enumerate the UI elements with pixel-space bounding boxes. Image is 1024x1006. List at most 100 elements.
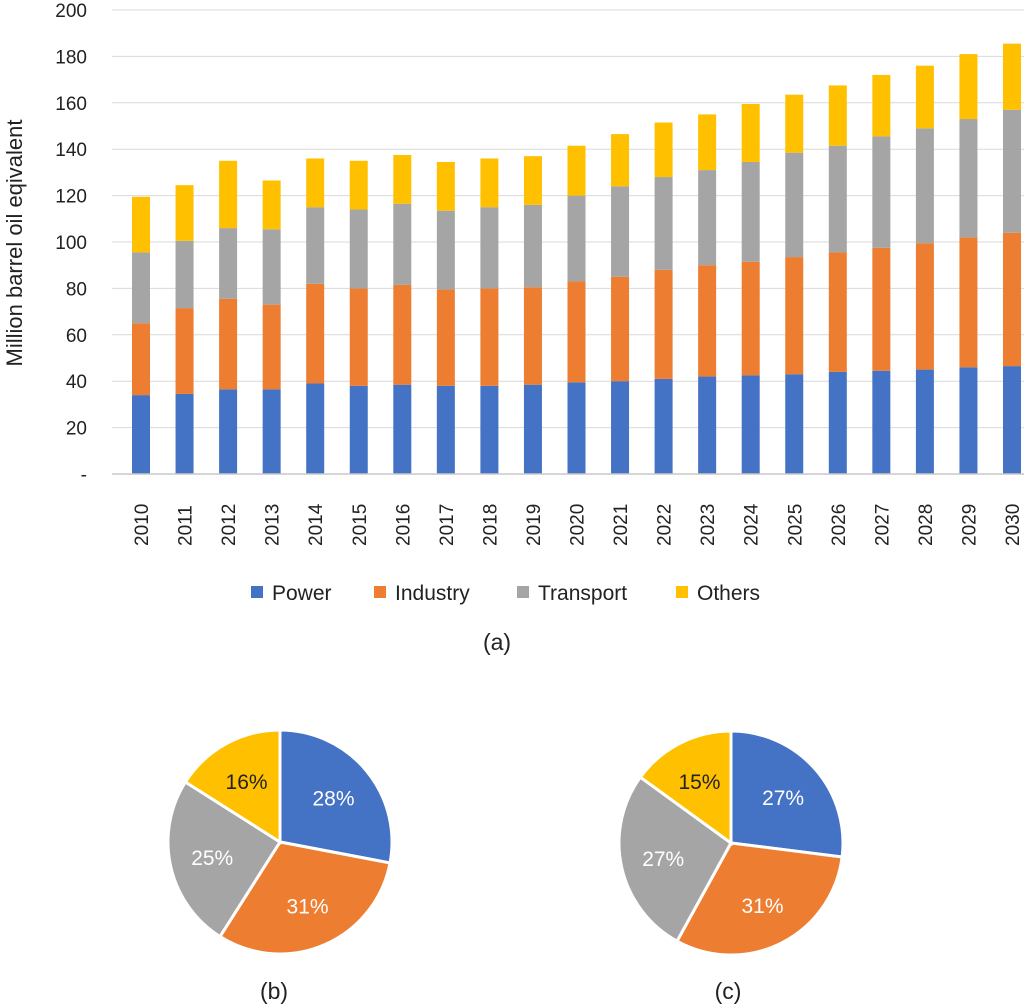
bar-others-2024 [741, 103, 760, 162]
bar-others-2020 [567, 145, 586, 196]
bar-others-2018 [480, 158, 499, 208]
bar-others-2012 [219, 160, 238, 229]
bar-industry-2030 [1003, 232, 1021, 367]
bar-transport-2026 [828, 145, 847, 253]
bar-power-2030 [1003, 366, 1021, 474]
bar-transport-2018 [480, 207, 499, 289]
bar-power-2019 [523, 384, 542, 474]
legend-label: Others [697, 582, 760, 605]
x-tick-label: 2023 [698, 504, 719, 546]
pie-data-label: 15% [678, 771, 720, 794]
legend-swatch [251, 586, 263, 598]
legend-item-power: Power [251, 582, 332, 605]
legend-item-others: Others [676, 582, 760, 605]
bar-power-2021 [611, 381, 630, 474]
pie-slice-power [278, 728, 394, 865]
pie-slice-others [183, 728, 282, 845]
bar-others-2026 [828, 85, 847, 146]
bar-transport-2013 [262, 229, 281, 305]
x-tick-label: 2018 [480, 504, 501, 546]
bar-power-2016 [393, 384, 412, 474]
x-tick-label: 2030 [1003, 504, 1024, 546]
y-tick-label: 80 [66, 279, 87, 300]
bar-power-2029 [959, 367, 978, 474]
x-tick-label: 2021 [611, 504, 632, 546]
x-tick-label: 2024 [742, 503, 763, 546]
bar-others-2019 [523, 156, 542, 205]
x-tick-label: 2026 [829, 504, 850, 546]
bar-others-2025 [785, 94, 804, 153]
bar-power-2017 [436, 385, 455, 474]
bar-industry-2018 [480, 288, 499, 386]
bar-transport-2016 [393, 203, 412, 285]
bar-industry-2019 [523, 287, 542, 385]
bar-transport-2015 [349, 209, 368, 289]
bar-transport-2011 [175, 240, 194, 309]
x-tick-label: 2016 [393, 504, 414, 546]
y-tick-label: 60 [66, 326, 87, 347]
x-tick-label: 2028 [916, 504, 937, 546]
bar-power-2024 [741, 375, 760, 474]
pie-slice-transport [166, 779, 283, 939]
bar-power-2022 [654, 378, 673, 474]
x-tick-label: 2029 [959, 504, 980, 546]
pie-data-label: 31% [287, 896, 329, 919]
bar-transport-2023 [698, 170, 717, 266]
bar-others-2027 [872, 74, 891, 137]
bar-industry-2016 [393, 284, 412, 385]
bar-power-2015 [349, 385, 368, 474]
x-tick-label: 2017 [437, 504, 458, 546]
y-tick-label: 120 [55, 187, 87, 208]
bar-industry-2011 [175, 308, 194, 394]
bar-transport-2029 [959, 119, 978, 238]
y-tick-label: - [81, 465, 87, 486]
pie-slice-power [729, 729, 845, 859]
bar-industry-2010 [132, 323, 150, 396]
bar-transport-2019 [523, 204, 542, 288]
bar-industry-2014 [306, 283, 325, 384]
bar-industry-2021 [611, 276, 630, 382]
bar-transport-2025 [785, 152, 804, 258]
bar-industry-2028 [915, 243, 934, 370]
bar-others-2013 [262, 180, 281, 230]
y-tick-label: 160 [55, 94, 87, 115]
bar-power-2027 [872, 370, 891, 474]
bar-others-2028 [915, 65, 934, 129]
y-tick-labels: - 20 40 60 80 100 120 140 160 180 200 [55, 1, 87, 486]
bar-industry-2027 [872, 247, 891, 371]
bar-industry-2020 [567, 281, 586, 383]
bar-others-2023 [698, 114, 717, 171]
bar-power-2018 [480, 385, 499, 474]
stacked-bar-chart: - 20 40 60 80 100 120 140 160 180 200 Million barr… [2, 1, 1024, 655]
bar-power-2012 [219, 389, 238, 474]
bar-industry-2029 [959, 237, 978, 368]
legend-item-transport: Transport [517, 582, 627, 605]
bar-transport-2027 [872, 136, 891, 248]
bar-others-2017 [436, 161, 455, 211]
x-tick-label: 2013 [263, 504, 284, 546]
bar-others-2015 [349, 160, 368, 210]
x-tick-label: 2027 [872, 504, 893, 546]
pie-data-label: 27% [762, 787, 804, 810]
bar-power-2028 [915, 369, 934, 474]
bar-power-2010 [132, 395, 150, 474]
bar-transport-2024 [741, 161, 760, 262]
bar-power-2025 [785, 374, 804, 474]
bar-power-2023 [698, 376, 717, 474]
bar-transport-2021 [611, 186, 630, 277]
y-tick-label: 20 [66, 419, 87, 440]
bar-others-2021 [611, 134, 630, 187]
panel-label-c: (c) [715, 978, 742, 1004]
bar-power-2026 [828, 371, 847, 474]
bar-power-2014 [306, 383, 325, 474]
bar-others-2022 [654, 122, 673, 178]
pie-data-label: 31% [742, 895, 784, 918]
legend-swatch [374, 586, 386, 598]
legend-label: Industry [395, 582, 470, 605]
x-tick-label: 2012 [219, 504, 240, 546]
bars [132, 43, 1021, 474]
y-axis-label: Million barrel oil eqivalent [2, 119, 27, 366]
x-tick-label: 2014 [306, 503, 327, 546]
bar-industry-2026 [828, 252, 847, 372]
